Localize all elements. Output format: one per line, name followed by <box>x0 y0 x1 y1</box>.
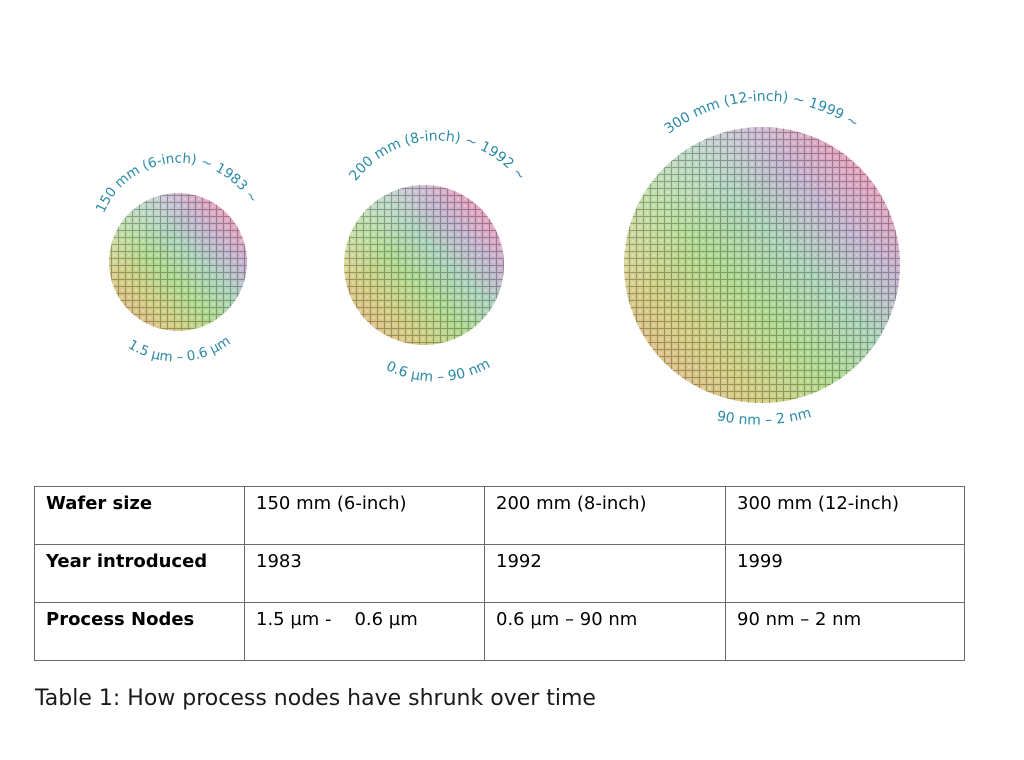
wafer-bottom-label: 1.5 μm – 0.6 μm <box>125 333 233 366</box>
wafer-150mm: 150 mm (6-inch) ~ 1983 ~ 1.5 μm – 0.6 μm <box>93 151 261 366</box>
table-cell: 1983 <box>244 544 485 603</box>
wafer-200mm: 200 mm (8-inch) ~ 1992 ~ 0.6 μm – 90 nm <box>344 128 529 386</box>
wafer-300mm: 300 mm (12-inch) ~ 1999 ~ 90 nm – 2 nm <box>624 89 900 429</box>
wafer-illustration: 150 mm (6-inch) ~ 1983 ~ 1.5 μm – 0.6 μm… <box>93 89 900 429</box>
table-cell: 0.6 µm – 90 nm <box>484 602 726 661</box>
table-cell: 1999 <box>725 544 965 603</box>
wafer-bottom-label: 90 nm – 2 nm <box>716 405 813 429</box>
table-row-year-introduced: Year introduced 1983 1992 1999 <box>34 544 965 603</box>
wafer-comparison-table: Wafer size 150 mm (6-inch) 200 mm (8-inc… <box>34 486 965 661</box>
table-cell: 1992 <box>484 544 726 603</box>
table-cell: 200 mm (8-inch) <box>484 486 726 545</box>
wafer-bottom-label: 0.6 μm – 90 nm <box>384 356 493 386</box>
table-cell: 1.5 µm - 0.6 µm <box>244 602 485 661</box>
table-row-process-nodes: Process Nodes 1.5 µm - 0.6 µm 0.6 µm – 9… <box>34 602 965 661</box>
table-cell: 90 nm – 2 nm <box>725 602 965 661</box>
wafer-top-label: 200 mm (8-inch) ~ 1992 ~ <box>346 128 528 184</box>
table-row-wafer-size: Wafer size 150 mm (6-inch) 200 mm (8-inc… <box>34 486 965 545</box>
row-header: Year introduced <box>34 544 245 603</box>
table-cell: 300 mm (12-inch) <box>725 486 965 545</box>
row-header: Wafer size <box>34 486 245 545</box>
table-cell: 150 mm (6-inch) <box>244 486 485 545</box>
table-caption: Table 1: How process nodes have shrunk o… <box>35 686 596 711</box>
row-header: Process Nodes <box>34 602 245 661</box>
